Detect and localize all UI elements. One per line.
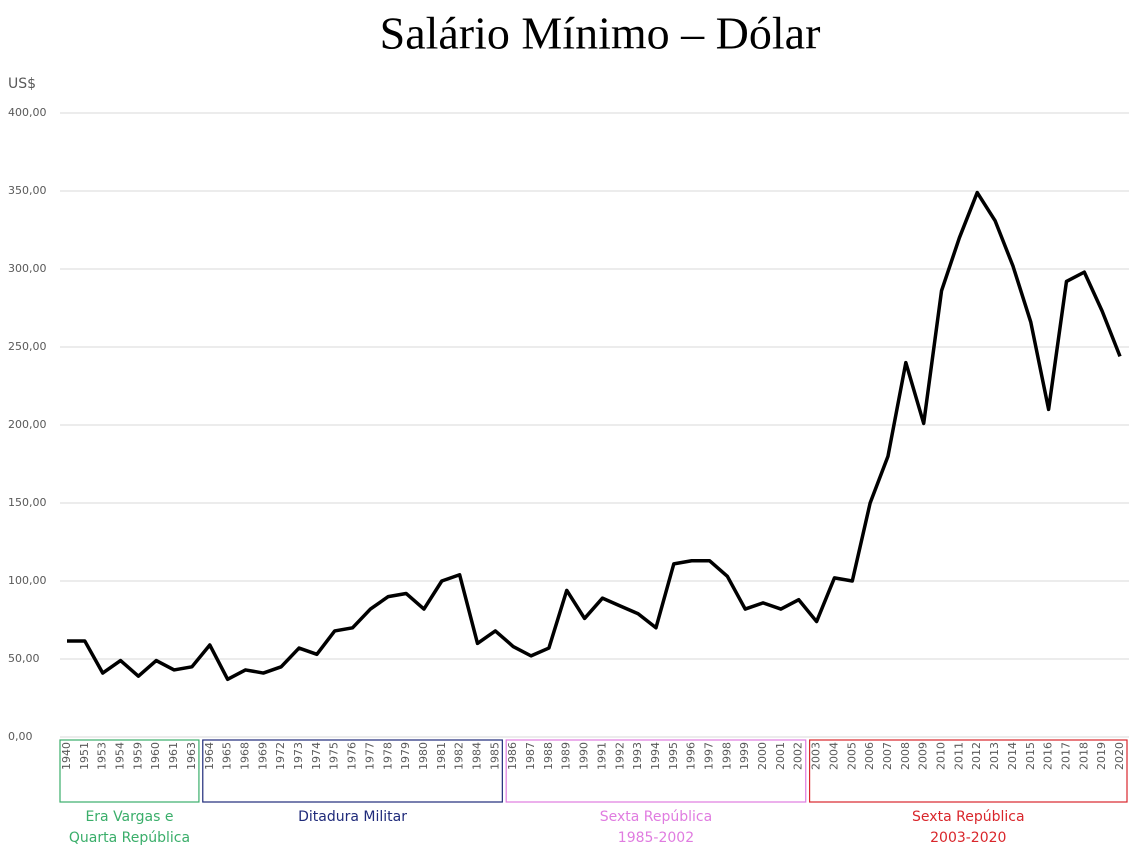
x-tick-label: 1984 (470, 742, 483, 770)
x-tick-label: 1978 (381, 742, 394, 770)
y-tick-label: 300,00 (8, 262, 47, 275)
x-tick-label: 1973 (292, 742, 305, 770)
x-tick-label: 2008 (899, 742, 912, 770)
x-tick-label: 1960 (149, 742, 162, 770)
y-tick-label: 350,00 (8, 184, 47, 197)
x-tick-label: 1972 (274, 742, 287, 770)
data-line (67, 190, 1122, 682)
x-tick-label: 2010 (935, 742, 948, 770)
x-tick-label: 1940 (60, 742, 73, 770)
period-box (202, 739, 503, 803)
x-tick-label: 1969 (256, 742, 269, 770)
x-tick-label: 2018 (1077, 742, 1090, 770)
x-tick-label: 2006 (863, 742, 876, 770)
y-axis-label: US$ (8, 76, 36, 92)
y-tick-label: 50,00 (8, 652, 40, 665)
period-label: 2003-2020 (930, 830, 1006, 846)
period-box (59, 739, 200, 803)
x-tick-label: 1979 (399, 742, 412, 770)
x-tick-label: 1968 (238, 742, 251, 770)
period-label: Sexta República (912, 809, 1024, 825)
x-tick-label: 1954 (114, 742, 127, 770)
x-tick-label: 2016 (1042, 742, 1055, 770)
x-tick-label: 1988 (542, 742, 555, 770)
y-tick-label: 100,00 (8, 574, 47, 587)
x-tick-label: 1991 (595, 742, 608, 770)
period-label: 1985-2002 (618, 830, 694, 846)
y-tick-label: 0,00 (8, 730, 33, 743)
x-tick-label: 1990 (578, 742, 591, 770)
x-tick-label: 1981 (435, 742, 448, 770)
x-tick-label: 1993 (631, 742, 644, 770)
x-tick-label: 1964 (203, 742, 216, 770)
x-tick-label: 1997 (703, 742, 716, 770)
y-tick-label: 250,00 (8, 340, 47, 353)
period-box (505, 739, 807, 803)
x-tick-label: 1986 (506, 742, 519, 770)
x-tick-label: 2015 (1024, 742, 1037, 770)
x-tick-label: 2009 (917, 742, 930, 770)
x-tick-label: 2020 (1113, 742, 1126, 770)
x-tick-label: 1959 (131, 742, 144, 770)
x-tick-label: 1977 (363, 742, 376, 770)
x-tick-label: 1992 (613, 742, 626, 770)
x-tick-label: 1998 (720, 742, 733, 770)
period-box (808, 739, 1128, 803)
x-tick-label: 1995 (667, 742, 680, 770)
x-tick-label: 1980 (417, 742, 430, 770)
x-tick-label: 1994 (649, 742, 662, 770)
x-tick-label: 2002 (792, 742, 805, 770)
x-tick-label: 2013 (988, 742, 1001, 770)
x-tick-label: 2000 (756, 742, 769, 770)
period-label: Sexta República (600, 809, 712, 825)
x-tick-label: 1951 (78, 742, 91, 770)
x-tick-label: 1989 (560, 742, 573, 770)
x-tick-label: 1975 (328, 742, 341, 770)
y-tick-label: 150,00 (8, 496, 47, 509)
x-tick-label: 1987 (524, 742, 537, 770)
x-tick-label: 2019 (1095, 742, 1108, 770)
x-tick-label: 1974 (310, 742, 323, 770)
x-tick-label: 1996 (685, 742, 698, 770)
x-tick-label: 2003 (810, 742, 823, 770)
x-tick-label: 1999 (738, 742, 751, 770)
x-tick-label: 2011 (952, 742, 965, 770)
x-tick-label: 2014 (1006, 742, 1019, 770)
x-tick-label: 1965 (221, 742, 234, 770)
x-tick-label: 1961 (167, 742, 180, 770)
period-label: Quarta República (69, 830, 190, 846)
x-tick-label: 2017 (1059, 742, 1072, 770)
y-tick-label: 200,00 (8, 418, 47, 431)
x-tick-label: 1963 (185, 742, 198, 770)
x-tick-label: 2012 (970, 742, 983, 770)
x-tick-label: 1976 (346, 742, 359, 770)
x-tick-label: 2004 (827, 742, 840, 770)
chart-title: Salário Mínimo – Dólar (380, 8, 821, 59)
x-tick-label: 2005 (845, 742, 858, 770)
x-tick-label: 1953 (96, 742, 109, 770)
x-tick-label: 2007 (881, 742, 894, 770)
x-tick-label: 1982 (453, 742, 466, 770)
y-tick-label: 400,00 (8, 106, 47, 119)
period-label: Era Vargas e (85, 809, 173, 825)
x-tick-label: 1985 (488, 742, 501, 770)
x-tick-label: 2001 (774, 742, 787, 770)
period-label: Ditadura Militar (298, 809, 407, 825)
